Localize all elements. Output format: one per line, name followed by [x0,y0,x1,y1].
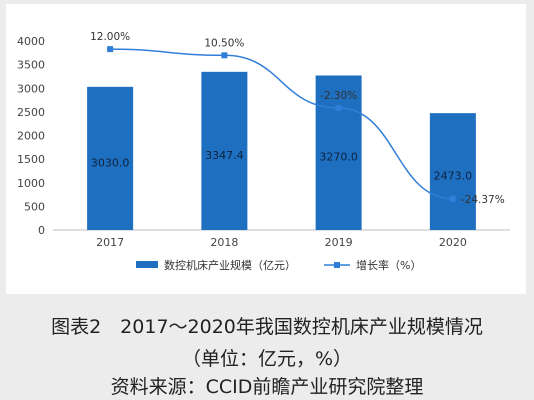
x-tick-label: 2017 [96,236,124,249]
legend-swatch-bar [136,261,158,268]
y-tick-label: 1000 [17,177,45,190]
figure-caption-source: 资料来源：CCID前瞻产业研究院整理 [110,376,424,398]
growth-data-label: 12.00% [90,31,130,43]
growth-data-label: -24.37% [461,194,505,206]
y-tick-label: 4000 [17,35,45,48]
growth-marker [335,104,342,111]
bar [429,113,476,230]
bar-data-label: 3030.0 [91,156,130,169]
figure-caption-title: 图表2 2017～2020年我国数控机床产业规模情况 [51,316,483,338]
bar [201,71,248,230]
y-tick-label: 500 [24,200,45,213]
growth-line [110,48,453,200]
bar [315,75,362,231]
bar [87,86,134,231]
y-tick-label: 2000 [17,130,45,143]
legend-swatch-marker [334,262,340,268]
y-tick-label: 3500 [17,59,45,72]
legend-label-bar: 数控机床产业规模（亿元） [164,258,296,272]
chart: 0 500 1000 1500 2000 2500 3000 3500 4000 12.00% 10… [17,31,510,272]
y-tick-label: 3000 [17,82,45,95]
bar-data-label: 2473.0 [434,170,473,183]
figure-caption-unit: （单位：亿元，%） [181,348,353,370]
growth-data-label: 10.50% [204,37,244,49]
legend-label-line: 增长率（%） [356,258,421,272]
x-tick-label: 2020 [439,236,467,249]
growth-marker [449,195,456,202]
bar-data-label: 3347.4 [205,149,244,162]
growth-marker [107,46,114,53]
chart-panel: 0 500 1000 1500 2000 2500 3000 3500 4000 12.00% 10… [6,4,526,294]
y-tick-label: 0 [38,224,45,237]
y-tick-label: 1500 [17,153,45,166]
x-tick-label: 2019 [325,236,353,249]
growth-marker [221,52,228,59]
y-tick-label: 2500 [17,106,45,119]
x-tick-label: 2018 [210,236,238,249]
growth-data-label: -2.30% [320,90,357,102]
bar-data-label: 3270.0 [319,151,358,164]
